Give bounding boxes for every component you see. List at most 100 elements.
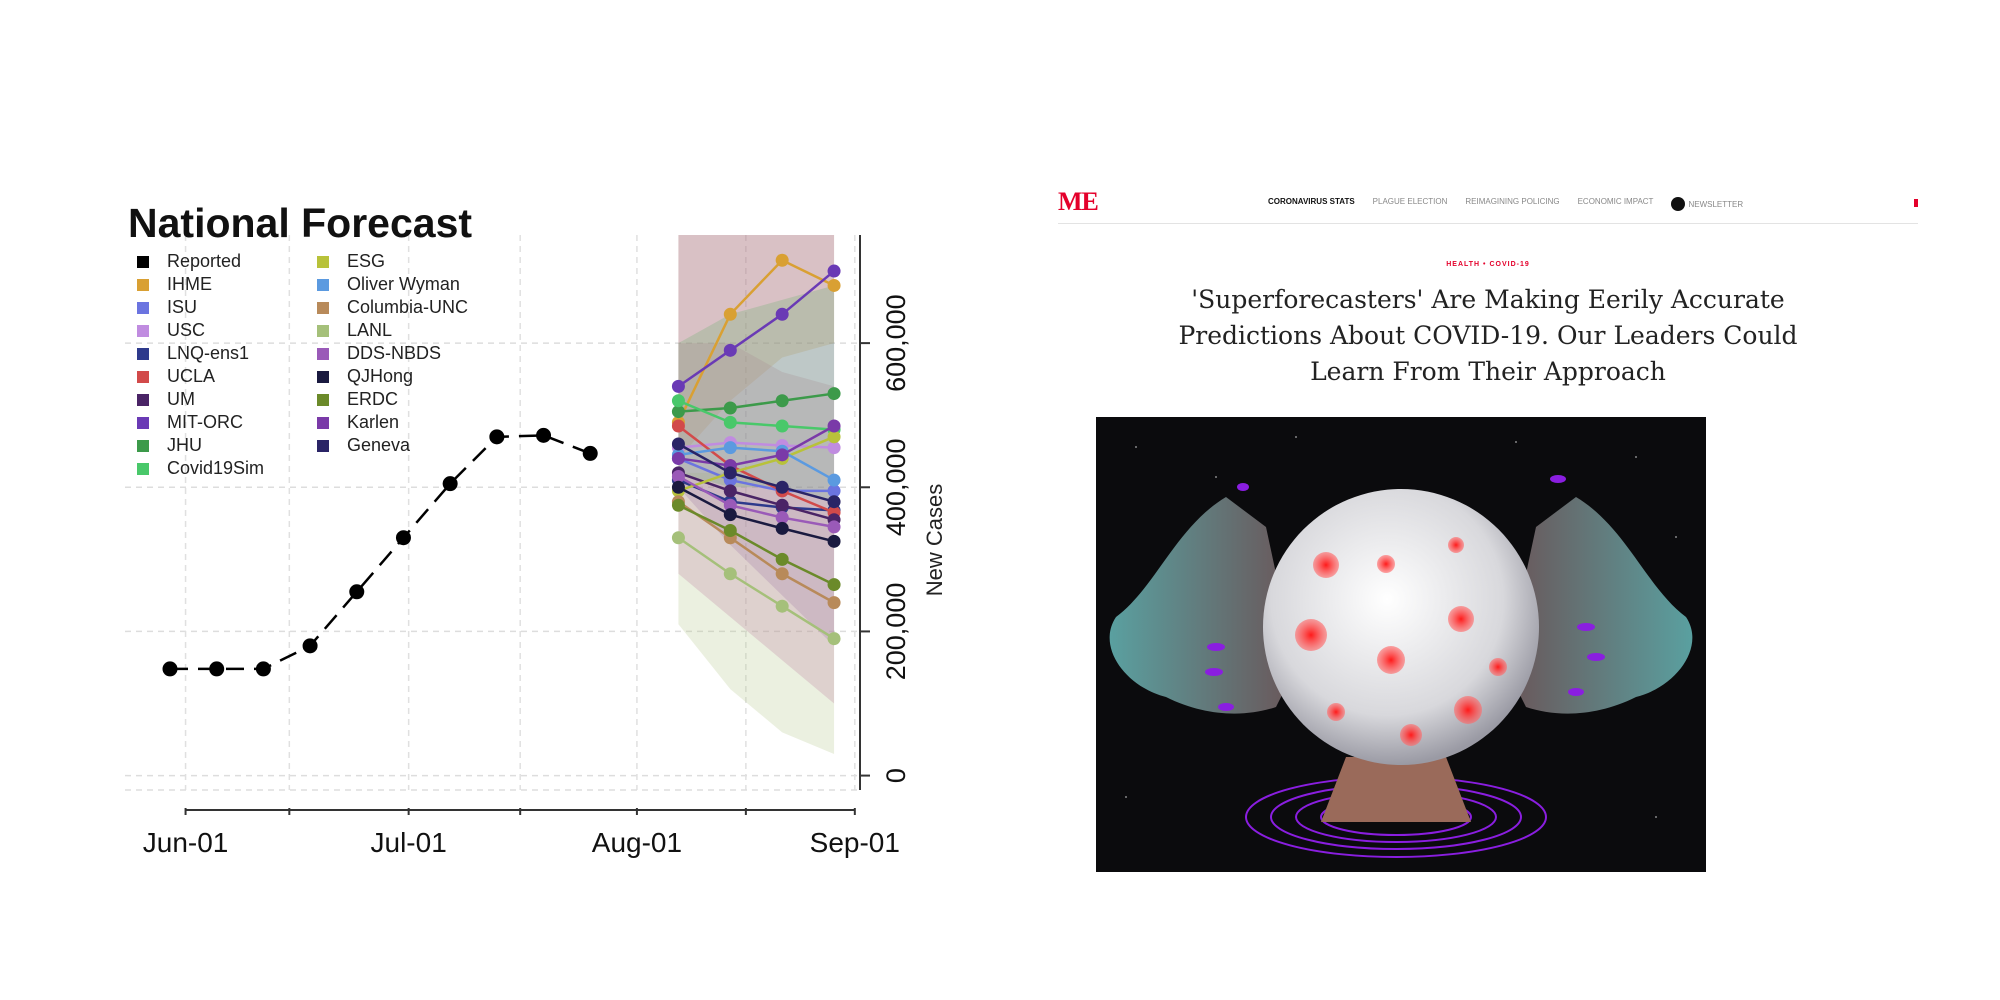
band-lanl — [678, 472, 835, 754]
y-tick-label: 200,000 — [881, 583, 911, 681]
legend-label: UCLA — [167, 366, 216, 386]
legend-item-lnq-ens1: LNQ-ens1 — [137, 342, 337, 365]
band-mit-orc — [678, 235, 835, 646]
series-point-jhu — [775, 394, 789, 408]
reported-point — [255, 661, 271, 677]
ball-stand — [1321, 757, 1471, 822]
legend-item-oliver-wyman: Oliver Wyman — [317, 273, 517, 296]
stars — [1125, 436, 1677, 818]
legend-item-esg: ESG — [317, 250, 517, 273]
site-logo[interactable]: ME — [1058, 187, 1099, 216]
legend-swatch — [137, 324, 149, 337]
series-point-lanl — [723, 567, 737, 581]
series-line-qjhong — [677, 486, 835, 543]
series-line-dds-nbds — [677, 475, 835, 529]
series-point-mit-orc — [723, 343, 737, 357]
legend-item-columbia-unc: Columbia-UNC — [317, 296, 517, 319]
newsletter-icon — [1671, 197, 1686, 211]
legend-item-jhu: JHU — [137, 434, 337, 457]
series-point-columbia-unc — [827, 596, 841, 610]
legend-label: Geneva — [347, 435, 411, 455]
series-point-jhu — [723, 401, 737, 415]
legend-swatch — [317, 393, 329, 406]
series-point-ihme — [775, 253, 789, 267]
series-line-esg — [678, 435, 835, 493]
series-point-qjhong — [775, 521, 789, 535]
reported-point — [536, 427, 552, 443]
left-hand-icon — [1109, 497, 1296, 714]
series-line-ucla — [677, 425, 835, 514]
legend-swatch — [137, 370, 149, 383]
series-point-qjhong — [827, 534, 841, 548]
series-point-erdc — [827, 578, 841, 592]
legend-swatch — [137, 301, 149, 314]
series-point-geneva — [671, 437, 685, 451]
crystal-ball-illustration — [1109, 436, 1693, 858]
legend-label: QJHong — [347, 366, 414, 386]
legend-swatch — [137, 393, 149, 406]
series-point-erdc — [723, 524, 737, 538]
legend-item-usc: USC — [137, 319, 337, 342]
virus-particles — [1295, 537, 1507, 746]
series-line-columbia-unc — [677, 500, 835, 604]
reported-point — [162, 661, 178, 677]
legend-label: Karlen — [347, 412, 400, 432]
legend-swatch — [137, 462, 149, 475]
confidence-bands — [678, 235, 835, 754]
legend-swatch — [137, 255, 149, 268]
nav-item-reimagining-policing[interactable]: REIMAGINING POLICING — [1465, 197, 1560, 206]
legend-label: Columbia-UNC — [347, 297, 469, 317]
headline-line-2: Predictions About COVID-19. Our Leaders … — [1178, 321, 1798, 350]
series-point-erdc — [775, 552, 789, 566]
series-point-ihme — [723, 307, 737, 321]
series-line-geneva — [677, 442, 835, 503]
hero-illustration — [1096, 417, 1706, 872]
legend-swatch — [317, 439, 329, 452]
reported-point — [582, 445, 598, 461]
legend-swatch — [317, 255, 329, 268]
series-point-lanl — [827, 632, 841, 646]
newsletter-link[interactable]: NEWSLETTER — [1671, 197, 1743, 211]
y-tick-label: 400,000 — [881, 438, 911, 536]
legend-column-1: Reported IHME ISU USC LNQ-ens1 UCLA UM MIT-ORC J… — [137, 250, 337, 480]
legend-label: Reported — [167, 251, 242, 271]
grid-lines — [125, 235, 860, 791]
legend-swatch — [137, 439, 149, 452]
legend-label: ERDC — [347, 389, 399, 409]
series-point-esg — [827, 430, 841, 444]
series-line-isu — [677, 457, 835, 493]
series-point-usc — [827, 441, 841, 455]
series-point-jhu — [827, 387, 841, 401]
nav-item-economic-impact[interactable]: ECONOMIC IMPACT — [1577, 197, 1654, 206]
nav-item-coronavirus-stats[interactable]: CORONAVIRUS STATS — [1268, 197, 1355, 206]
legend-swatch — [317, 416, 329, 429]
y-axis-label: New Cases — [922, 483, 947, 597]
headline-line-1: 'Superforecasters' Are Making Eerily Acc… — [1191, 285, 1785, 314]
reported-point — [489, 429, 505, 445]
legend-label: UM — [167, 389, 195, 409]
legend-label: Covid19Sim — [167, 458, 265, 478]
newsletter-label: NEWSLETTER — [1688, 199, 1744, 209]
site-header: ME CORONAVIRUS STATS PLAGUE ELECTION REI… — [1058, 185, 1918, 224]
legend-swatch — [317, 324, 329, 337]
legend-item-ihme: IHME — [137, 273, 337, 296]
legend-label: ISU — [167, 297, 198, 317]
series-line-karlen — [678, 424, 835, 467]
reported-point — [302, 638, 318, 654]
legend-swatch — [317, 301, 329, 314]
series-line-jhu — [678, 392, 835, 413]
menu-marker-icon[interactable] — [1914, 199, 1918, 207]
y-tick-label: 600,000 — [881, 294, 911, 392]
series-point-um — [775, 498, 789, 512]
legend-item-isu: ISU — [137, 296, 337, 319]
series-point-covid19sim — [775, 419, 789, 433]
reported-line — [170, 434, 591, 671]
series-point-qjhong — [671, 480, 685, 494]
forecast-series — [671, 253, 841, 646]
reported-point — [395, 530, 411, 546]
nav-item-plague-election[interactable]: PLAGUE ELECTION — [1372, 197, 1448, 206]
legend-item-karlen: Karlen — [317, 411, 517, 434]
y-tick-label: 0 — [881, 768, 911, 783]
series-point-qjhong — [723, 508, 737, 522]
legend-label: DDS-NBDS — [347, 343, 442, 363]
